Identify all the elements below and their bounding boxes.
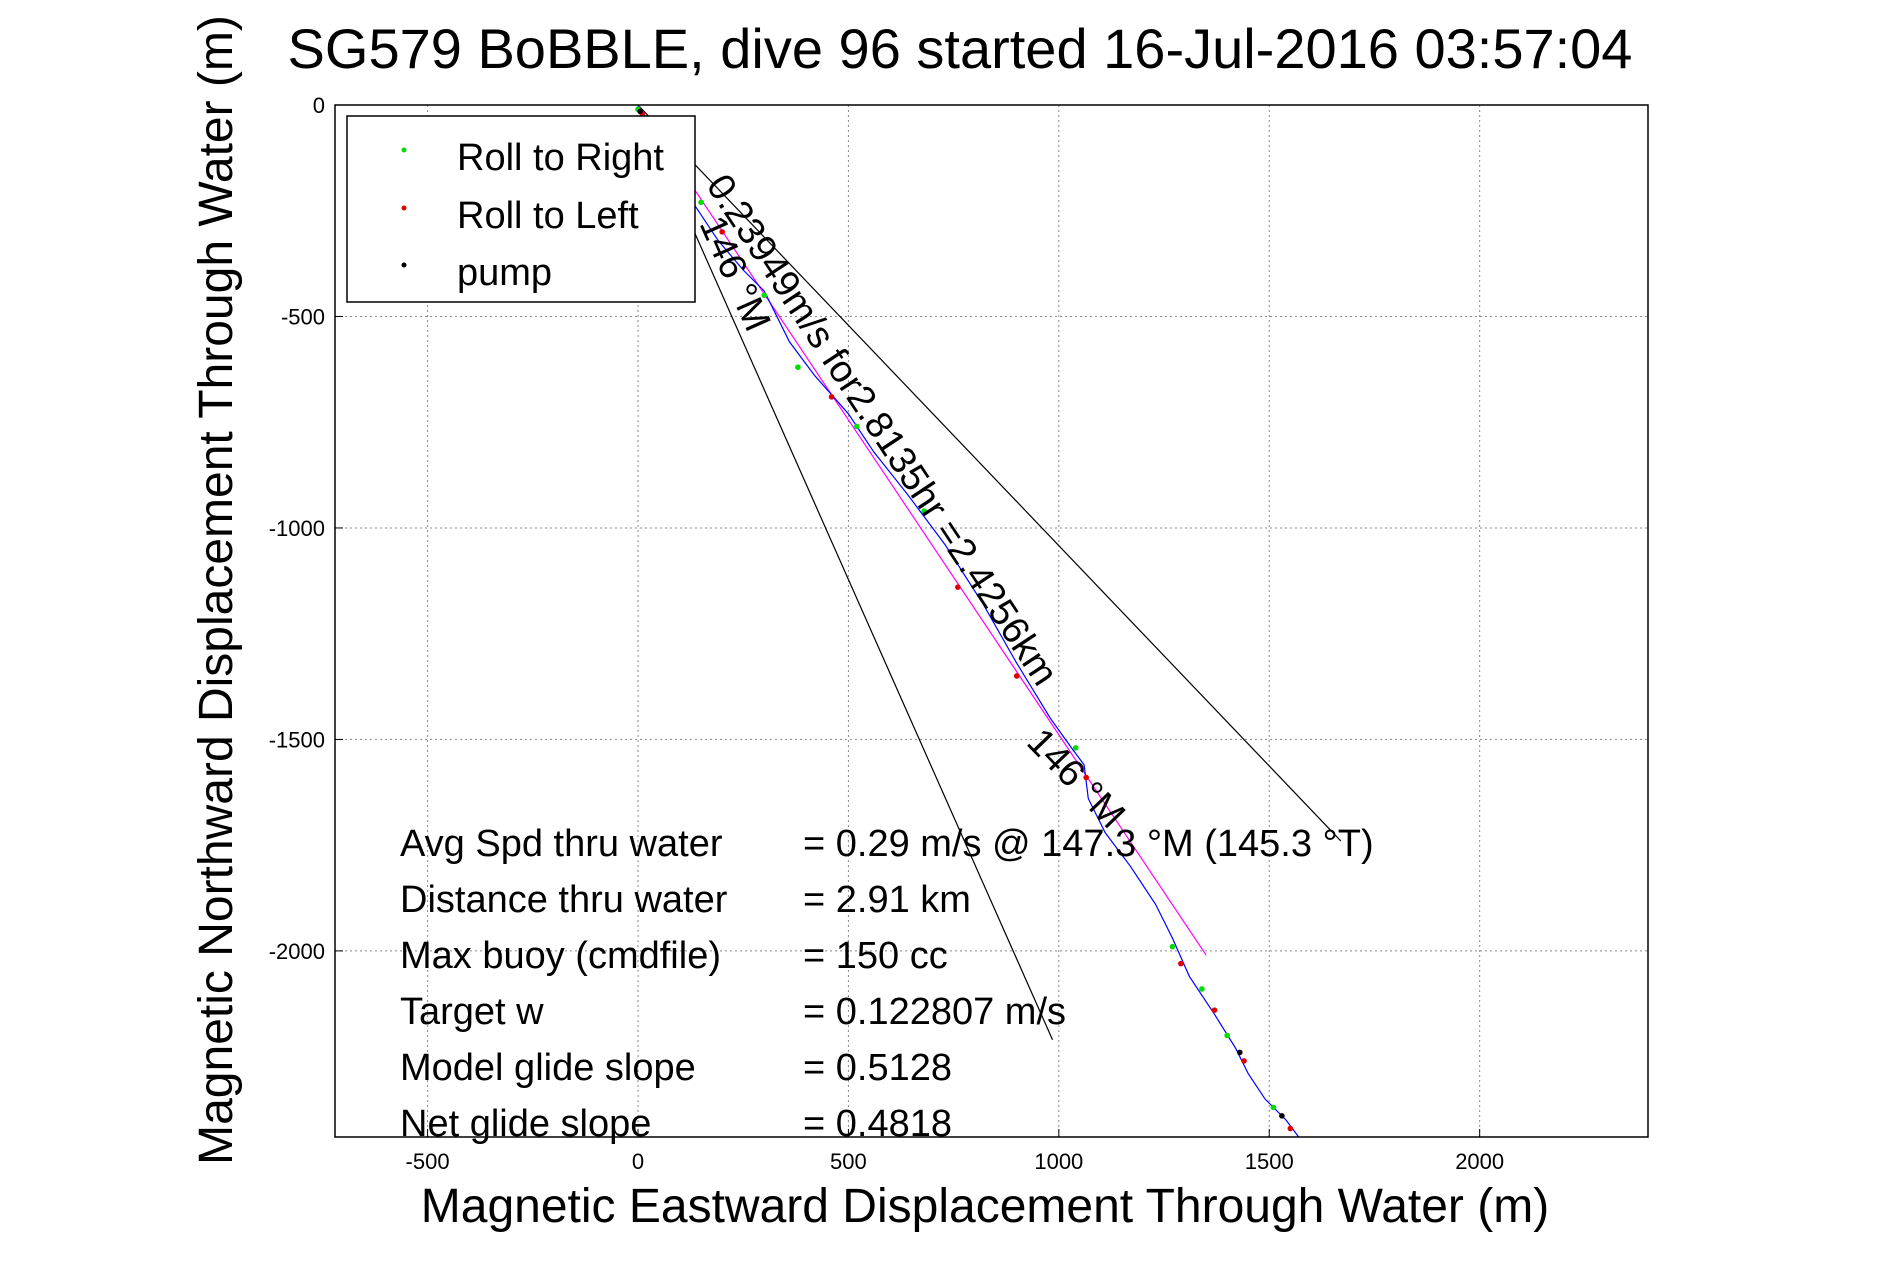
y-tick-label: -1000 <box>269 516 325 541</box>
x-tick-label: 2000 <box>1455 1149 1504 1174</box>
y-tick-label: -1500 <box>269 727 325 752</box>
roll-left-point <box>1083 774 1089 781</box>
y-tick-label: -2000 <box>269 939 325 964</box>
roll-left-point <box>719 229 725 235</box>
roll-right-point <box>698 199 704 206</box>
roll-left-point <box>1211 1007 1218 1013</box>
roll-right-point <box>761 292 768 299</box>
pump-point <box>1279 1113 1285 1119</box>
y-tick-label: 0 <box>313 93 325 118</box>
x-tick-label: -500 <box>406 1149 450 1174</box>
bearing-line <box>637 104 1342 842</box>
stat-value: = 0.122807 m/s <box>803 991 1066 1033</box>
legend-label-roll-right: Roll to Right <box>457 137 664 179</box>
stat-label: Target w <box>400 991 544 1033</box>
roll-right-point <box>1224 1032 1230 1039</box>
roll-right-point <box>1199 986 1205 992</box>
roll-right-point <box>1072 745 1079 751</box>
pump-point <box>1236 1049 1243 1056</box>
legend-marker-roll-right <box>401 147 407 153</box>
roll-right-point <box>854 423 860 430</box>
roll-left-point <box>1241 1058 1247 1064</box>
roll-left-point <box>1287 1125 1294 1132</box>
x-tick-label: 1000 <box>1034 1149 1083 1174</box>
roll-right-point <box>795 364 801 371</box>
x-tick-label: 0 <box>632 1149 644 1174</box>
roll-left-point <box>955 584 961 590</box>
y-tick-labels: 0 -500 -1000 -1500 -2000 <box>269 93 343 964</box>
bearing-cone-lines <box>637 104 1342 1040</box>
stat-value: = 0.4818 <box>803 1103 952 1145</box>
legend-label-roll-left: Roll to Left <box>457 195 639 237</box>
y-tick-label: -500 <box>281 304 325 329</box>
x-tick-labels: -500 0 500 1000 1500 2000 <box>406 1129 1504 1174</box>
stat-value: = 0.5128 <box>803 1047 952 1089</box>
stat-value: = 150 cc <box>803 935 948 977</box>
roll-pump-points <box>635 106 1294 1132</box>
track-line <box>637 104 1300 1138</box>
stat-label: Model glide slope <box>400 1047 696 1089</box>
y-axis-label: Magnetic Northward Displacement Through … <box>190 15 243 1165</box>
roll-left-point <box>1013 673 1020 679</box>
dive-statistics: Avg Spd thru water = 0.29 m/s @ 147.3 °M… <box>400 823 1374 1145</box>
roll-right-point <box>1169 943 1176 950</box>
roll-left-point <box>828 394 835 400</box>
chart-title: SG579 BoBBLE, dive 96 started 16-Jul-201… <box>288 17 1633 80</box>
legend-marker-roll-left <box>401 205 407 211</box>
stat-value: = 0.29 m/s @ 147.3 °M (145.3 °T) <box>803 823 1374 865</box>
legend: Roll to Right Roll to Left pump <box>346 115 696 303</box>
legend-marker-pump <box>401 262 407 268</box>
stat-label: Distance thru water <box>400 879 728 921</box>
stat-value: = 2.91 km <box>803 879 971 921</box>
bearing-line <box>637 104 1054 1040</box>
roll-right-point <box>921 508 927 514</box>
axes-box <box>334 104 1649 1138</box>
stat-label: Net glide slope <box>400 1103 651 1145</box>
pump-point <box>637 108 643 115</box>
drift-line <box>637 104 1207 956</box>
roll-left-point <box>1178 960 1184 967</box>
x-tick-label: 500 <box>830 1149 867 1174</box>
drift-line-segment <box>637 104 1207 956</box>
glider-track <box>637 104 1300 1138</box>
stat-label: Avg Spd thru water <box>400 823 723 865</box>
roll-right-point <box>1270 1104 1277 1111</box>
stat-label: Max buoy (cmdfile) <box>400 935 721 977</box>
legend-label-pump: pump <box>457 252 552 294</box>
x-axis-label: Magnetic Eastward Displacement Through W… <box>421 1180 1549 1233</box>
x-tick-label: 1500 <box>1245 1149 1294 1174</box>
